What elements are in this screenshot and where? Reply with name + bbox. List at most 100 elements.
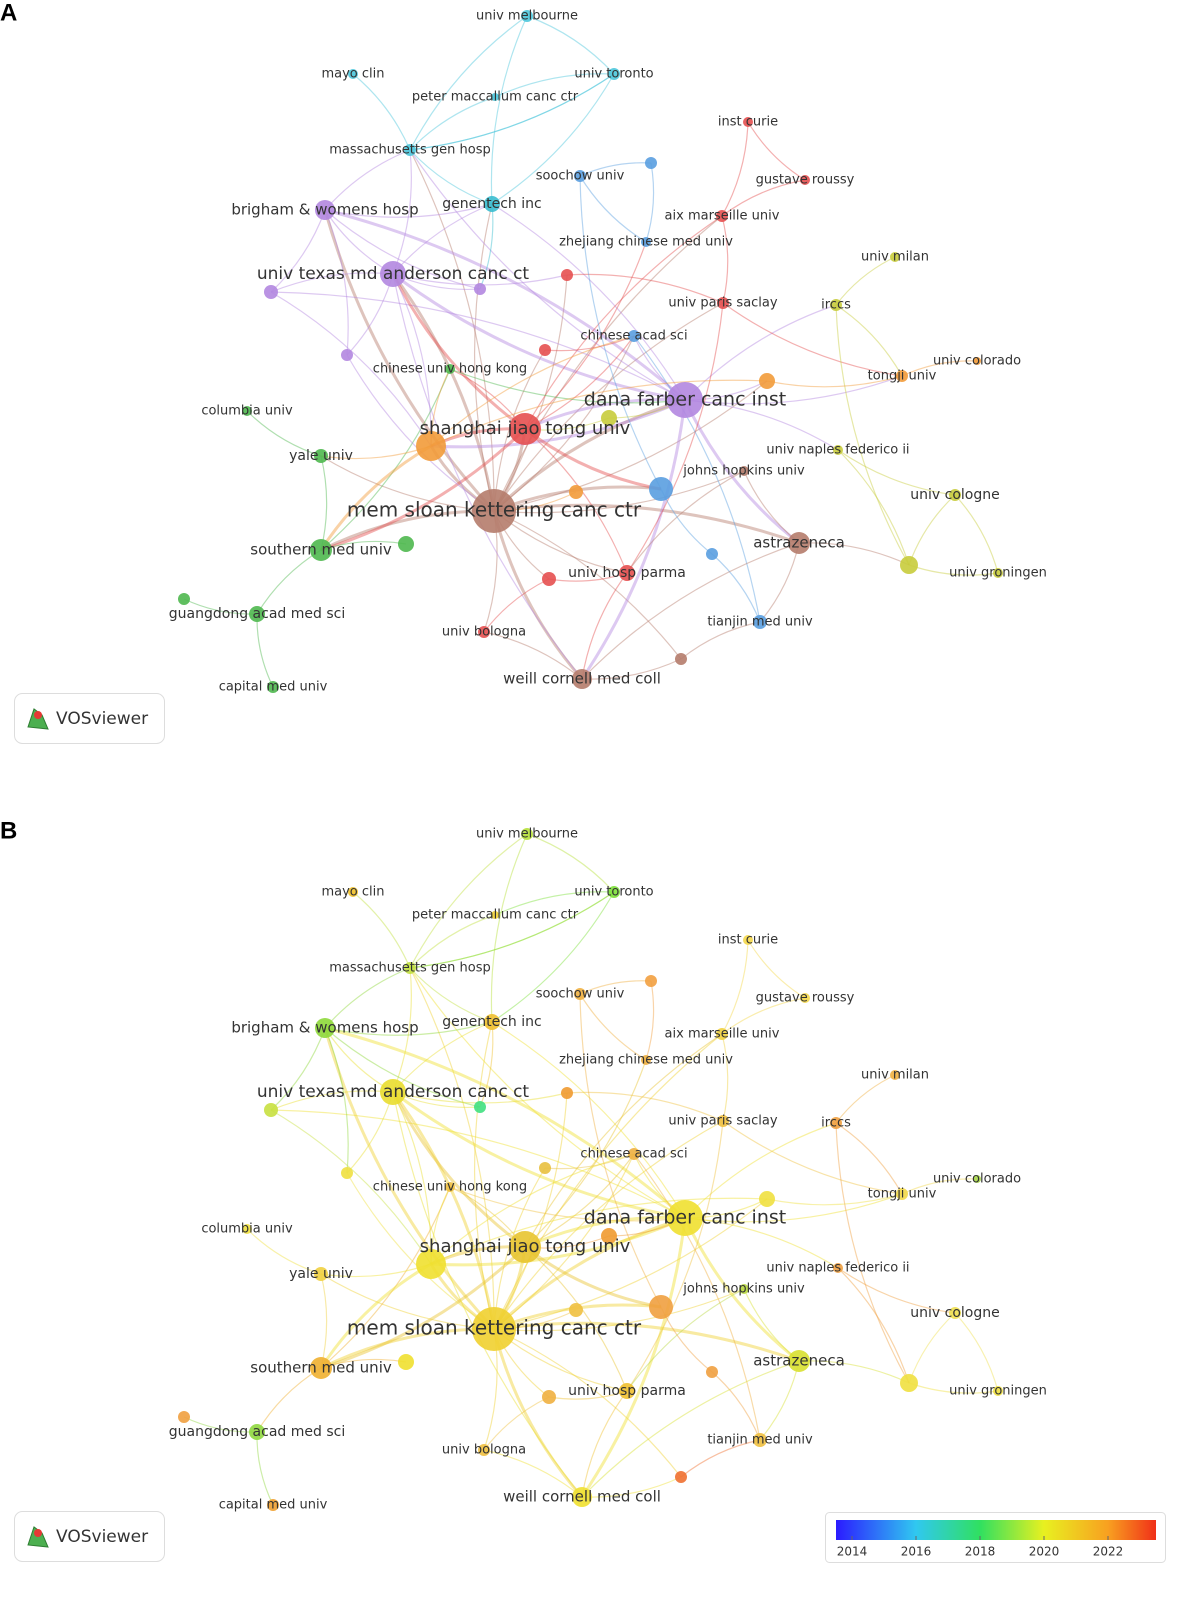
node-label: inst curie <box>718 115 778 130</box>
node <box>416 1249 446 1279</box>
edge <box>346 354 495 512</box>
edge <box>246 410 322 457</box>
node <box>474 1101 486 1113</box>
edge <box>493 1153 635 1330</box>
edge <box>835 304 903 377</box>
edge <box>579 980 652 995</box>
node <box>249 606 265 622</box>
edge <box>409 891 615 969</box>
edge <box>835 1074 896 1124</box>
edge <box>324 1027 349 1174</box>
node-label: weill cornell med coll <box>503 670 661 688</box>
node <box>759 373 775 389</box>
edge <box>524 397 686 431</box>
node-label: univ colorado <box>933 354 1021 369</box>
edge <box>391 1091 496 1330</box>
node <box>178 1411 190 1423</box>
edge <box>320 455 495 512</box>
colorbar-tick-label: 2022 <box>1093 1545 1124 1559</box>
edge <box>430 1216 686 1267</box>
edge <box>324 967 411 1029</box>
node-label: capital med univ <box>219 680 328 695</box>
node-label: massachusetts gen hosp <box>329 961 490 976</box>
edge <box>524 1033 723 1248</box>
edge <box>580 399 687 680</box>
node <box>800 993 810 1003</box>
node <box>608 68 620 80</box>
edge <box>492 398 686 513</box>
edge <box>835 256 896 306</box>
edge <box>319 444 432 551</box>
node <box>249 1424 265 1440</box>
node <box>649 1295 673 1319</box>
node <box>521 828 533 840</box>
edge <box>409 914 496 969</box>
edge <box>835 304 910 566</box>
edge <box>391 273 526 431</box>
node <box>667 382 703 418</box>
edge <box>449 368 686 404</box>
edge <box>256 549 322 615</box>
panel-letter: A <box>0 0 17 26</box>
node-label: univ hosp parma <box>568 565 686 581</box>
node-label: shanghai jiao tong univ <box>420 418 631 439</box>
node <box>833 445 843 455</box>
edge <box>392 967 412 1093</box>
edge <box>566 1091 724 1122</box>
edge <box>324 209 349 356</box>
node <box>521 10 533 22</box>
edge <box>323 1027 496 1331</box>
edge <box>721 121 749 217</box>
edge <box>684 1193 903 1223</box>
edge <box>319 1262 432 1369</box>
node-label: aix marseille univ <box>665 209 780 224</box>
edge <box>346 273 394 356</box>
edge <box>633 335 761 623</box>
node <box>628 330 640 342</box>
edge <box>837 1267 910 1384</box>
edge <box>766 375 903 388</box>
node <box>314 1267 328 1281</box>
edge <box>270 1109 686 1219</box>
node <box>561 1087 573 1099</box>
edge <box>684 1217 839 1269</box>
node-label: guangdong acad med sci <box>169 1424 345 1440</box>
edge <box>323 209 496 513</box>
edges <box>183 833 999 1506</box>
edge <box>491 73 615 205</box>
node <box>830 1117 842 1129</box>
node <box>310 1357 332 1379</box>
node-label: univ milan <box>861 1068 929 1083</box>
edge <box>524 1153 635 1248</box>
edge <box>579 993 662 1308</box>
node-label: univ groningen <box>949 1384 1047 1399</box>
edge <box>320 1245 527 1370</box>
edge <box>684 375 903 405</box>
node <box>896 370 908 382</box>
node <box>601 410 617 426</box>
edge <box>908 1312 956 1384</box>
edge <box>320 427 527 552</box>
node-label: irccs <box>821 1116 851 1131</box>
node <box>900 556 918 574</box>
edge <box>494 73 615 98</box>
edge <box>494 891 615 916</box>
edge <box>392 1091 432 1265</box>
edge <box>270 209 326 293</box>
node <box>743 935 753 945</box>
node <box>645 157 657 169</box>
node <box>491 93 499 101</box>
node <box>474 283 486 295</box>
node <box>539 1162 551 1174</box>
node <box>900 1374 918 1392</box>
node-label: univ cologne <box>910 1305 999 1321</box>
edge <box>409 73 615 151</box>
colorbar-tick-label: 2018 <box>965 1545 996 1559</box>
node <box>601 1228 617 1244</box>
edge <box>901 360 978 377</box>
colorbar-gradient <box>836 1520 1156 1540</box>
edge <box>581 1390 628 1498</box>
edge <box>324 203 493 218</box>
edge <box>544 335 635 352</box>
